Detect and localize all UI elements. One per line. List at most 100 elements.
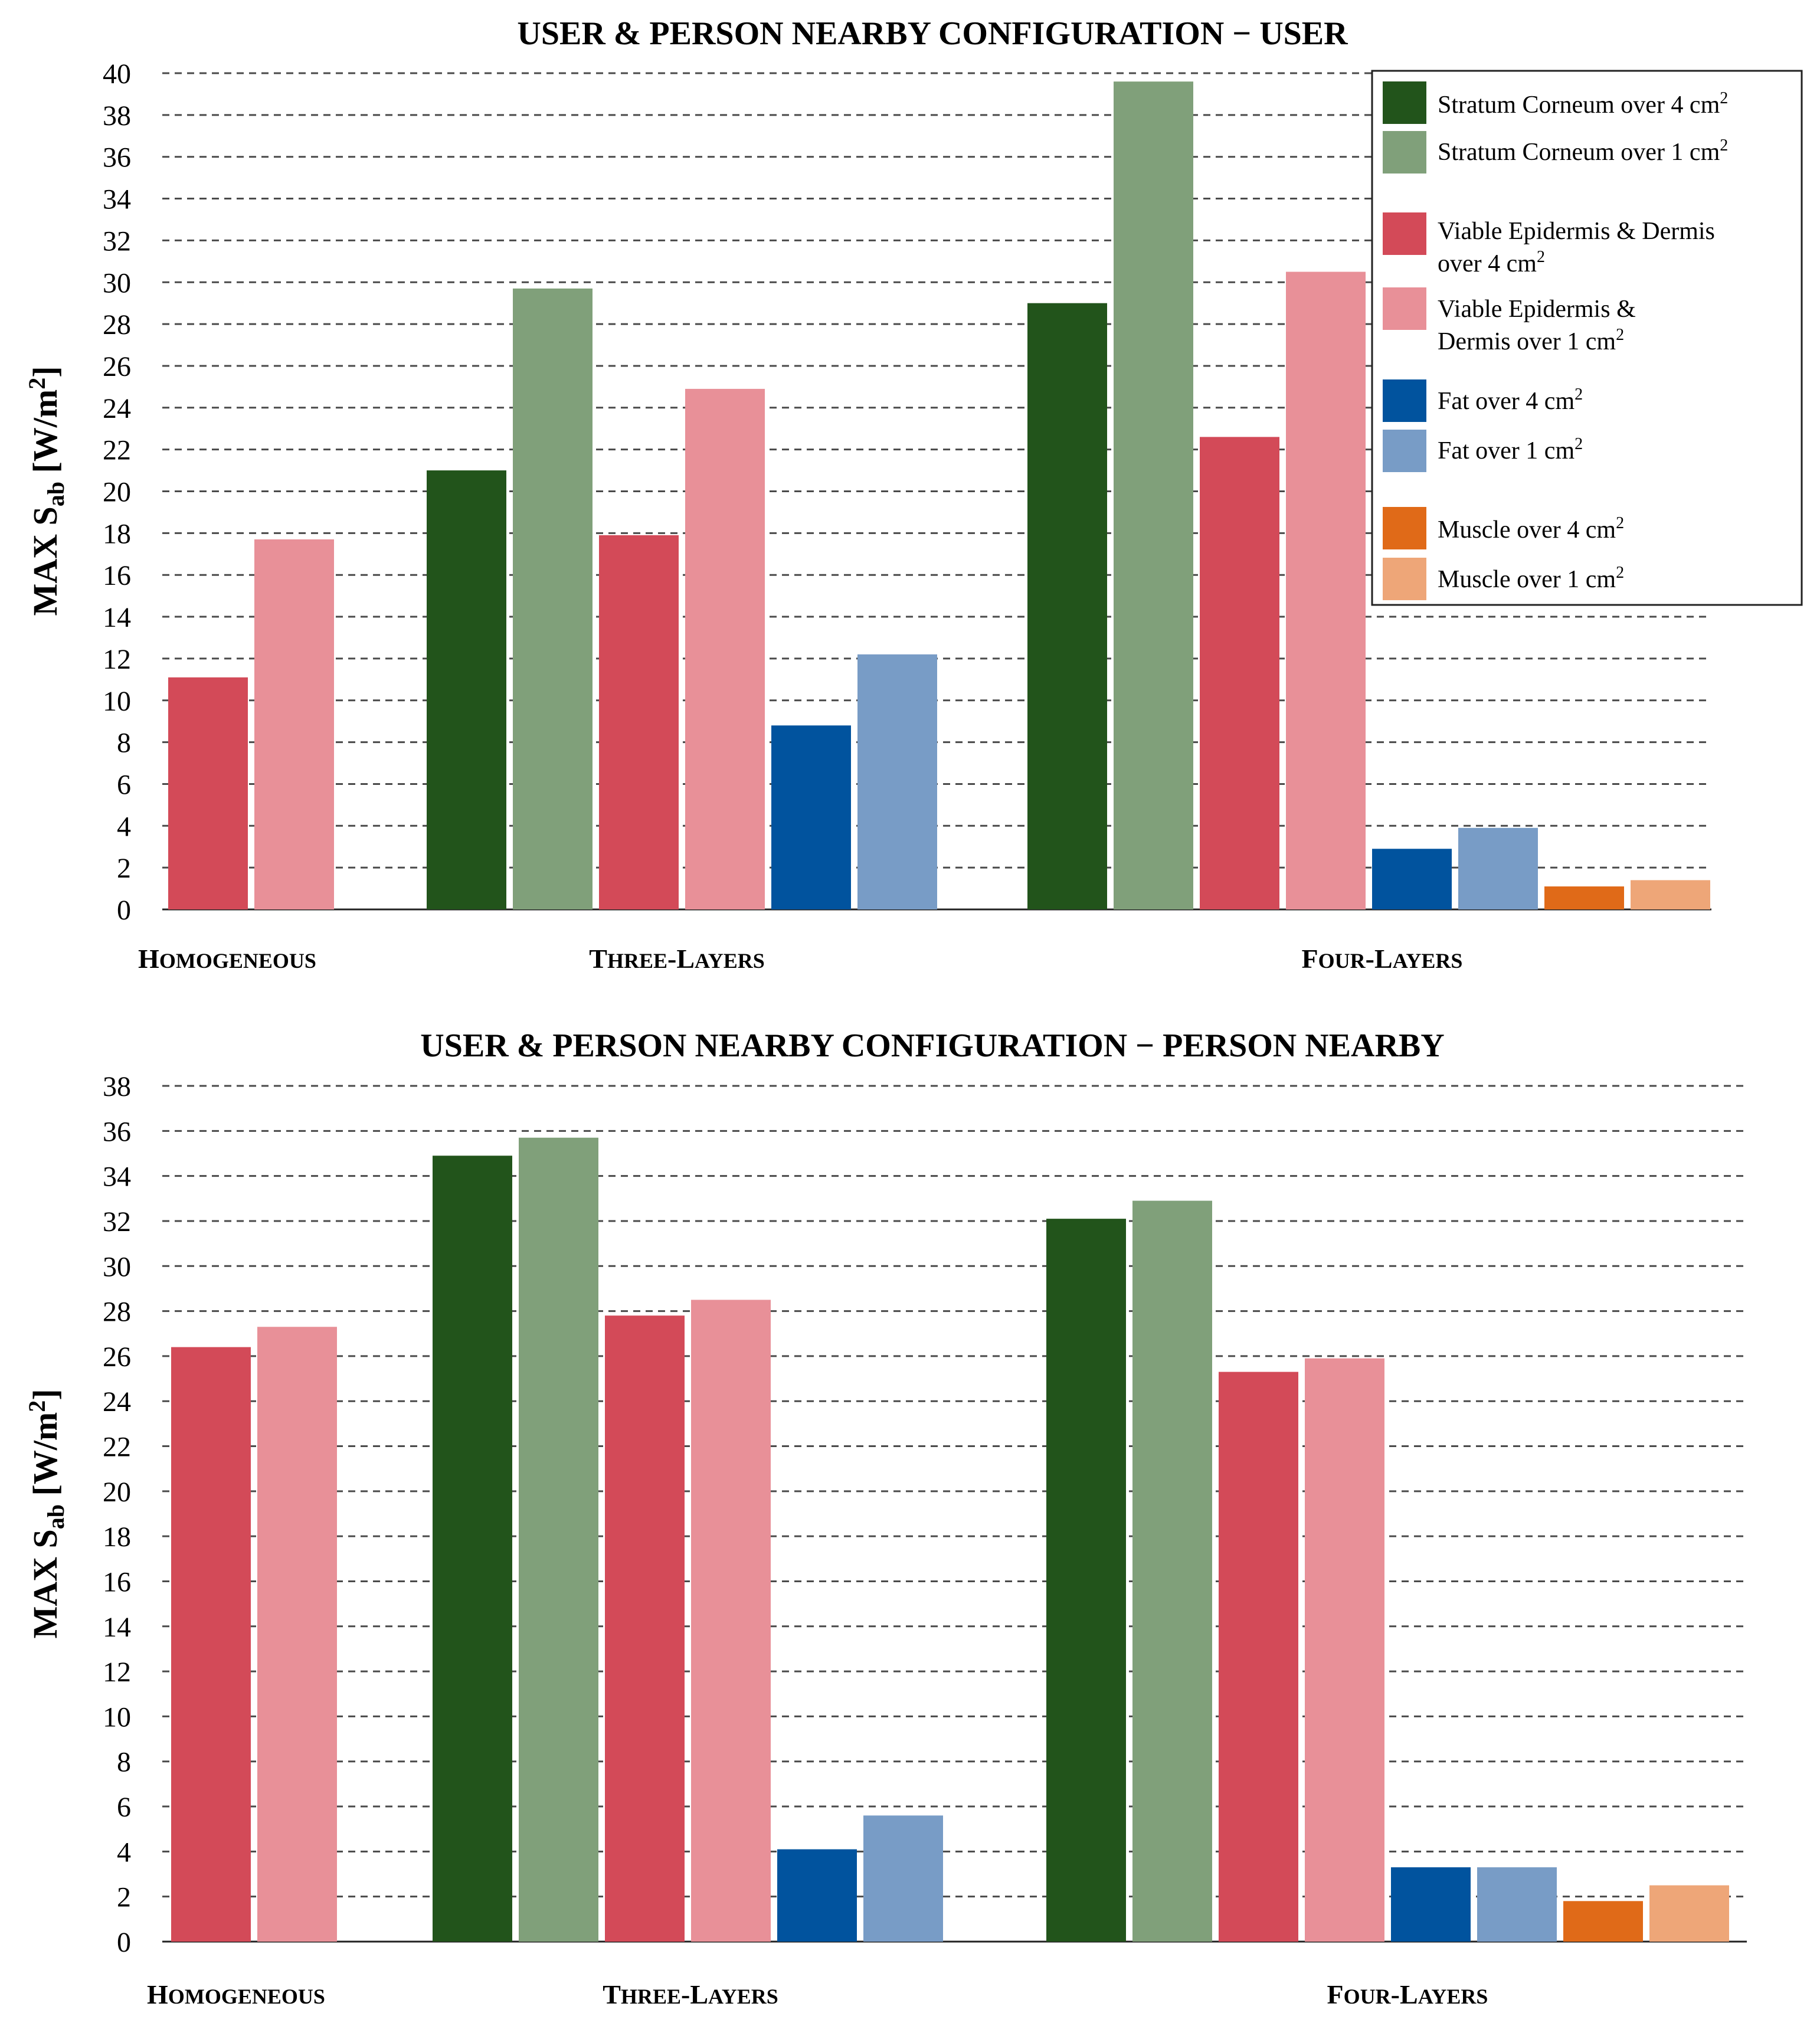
legend-label-viable_1: Dermis over 1 cm2 xyxy=(1438,326,1624,355)
legend-label-viable_4: over 4 cm2 xyxy=(1438,248,1545,277)
y-tick-label: 34 xyxy=(103,184,131,215)
y-tick-label: 18 xyxy=(103,1521,131,1553)
y-tick-label: 8 xyxy=(117,1747,131,1778)
y-tick-label: 24 xyxy=(103,1386,131,1418)
y-tick-label: 0 xyxy=(117,1927,131,1958)
bar-viable_1-homogeneous xyxy=(254,539,334,909)
y-tick-label: 32 xyxy=(103,225,131,257)
legend-swatch-fat_4 xyxy=(1383,379,1426,422)
y-axis-label: MAX Sab [W/m2] xyxy=(24,1389,69,1638)
bar-stratum_4-four-layers xyxy=(1027,303,1107,909)
y-tick-label: 6 xyxy=(117,769,131,800)
category-label: FOUR-LAYERS xyxy=(1327,1979,1488,2009)
y-tick-label: 32 xyxy=(103,1206,131,1238)
bar-muscle_4-four-layers xyxy=(1563,1901,1643,1942)
bar-viable_1-homogeneous xyxy=(257,1327,337,1942)
chart-2: USER & PERSON NEARBY CONFIGURATION − PER… xyxy=(24,1027,1747,2009)
y-tick-label: 2 xyxy=(117,1882,131,1913)
y-tick-label: 24 xyxy=(103,393,131,424)
y-tick-label: 10 xyxy=(103,686,131,717)
legend-label-muscle_1: Muscle over 1 cm2 xyxy=(1438,564,1624,593)
legend-label-muscle_4: Muscle over 4 cm2 xyxy=(1438,514,1624,544)
y-tick-label: 10 xyxy=(103,1701,131,1733)
category-label: HOMOGENEOUS xyxy=(138,944,316,974)
bar-fat_4-three-layers xyxy=(777,1849,857,1942)
bar-viable_1-four-layers xyxy=(1286,271,1366,910)
y-tick-label: 30 xyxy=(103,1251,131,1282)
bar-muscle_4-four-layers xyxy=(1544,886,1624,909)
legend-box xyxy=(1371,70,1803,606)
y-tick-label: 20 xyxy=(103,477,131,508)
bar-fat_1-three-layers xyxy=(857,654,937,909)
y-tick-label: 4 xyxy=(117,811,131,842)
y-tick-label: 0 xyxy=(117,895,131,926)
legend-label-stratum_1: Stratum Corneum over 1 cm2 xyxy=(1438,136,1728,166)
bar-muscle_1-four-layers xyxy=(1649,1885,1729,1942)
y-tick-label: 16 xyxy=(103,560,131,591)
y-tick-label: 26 xyxy=(103,351,131,382)
chart-title: USER & PERSON NEARBY CONFIGURATION − PER… xyxy=(420,1027,1444,1064)
y-tick-label: 4 xyxy=(117,1837,131,1868)
chart-title: USER & PERSON NEARBY CONFIGURATION − USE… xyxy=(517,15,1348,52)
legend-swatch-stratum_1 xyxy=(1383,131,1426,174)
y-tick-label: 38 xyxy=(103,100,131,132)
bar-stratum_4-four-layers xyxy=(1046,1219,1126,1942)
bar-viable_4-three-layers xyxy=(605,1315,685,1942)
bar-stratum_1-four-layers xyxy=(1132,1200,1212,1942)
category-label: HOMOGENEOUS xyxy=(147,1979,325,2009)
y-tick-label: 6 xyxy=(117,1792,131,1823)
legend-label-fat_4: Fat over 4 cm2 xyxy=(1438,385,1583,415)
bar-fat_4-four-layers xyxy=(1372,849,1452,909)
bar-muscle_1-four-layers xyxy=(1631,880,1710,909)
y-tick-label: 36 xyxy=(103,1116,131,1147)
bar-fat_1-four-layers xyxy=(1458,827,1538,909)
y-tick-label: 34 xyxy=(103,1161,131,1193)
bar-viable_4-four-layers xyxy=(1219,1372,1298,1942)
bar-viable_4-four-layers xyxy=(1200,437,1279,909)
y-tick-label: 28 xyxy=(103,309,131,341)
y-tick-label: 30 xyxy=(103,267,131,299)
bar-fat_1-three-layers xyxy=(863,1815,943,1942)
y-tick-label: 14 xyxy=(103,1612,131,1643)
legend-label-viable_1: Viable Epidermis & xyxy=(1438,296,1636,323)
category-label: THREE-LAYERS xyxy=(603,1979,778,2009)
category-label: FOUR-LAYERS xyxy=(1302,944,1463,974)
bar-viable_4-three-layers xyxy=(599,535,679,909)
y-tick-label: 14 xyxy=(103,602,131,633)
bar-stratum_1-four-layers xyxy=(1114,81,1193,909)
legend-swatch-fat_1 xyxy=(1383,430,1426,472)
bar-stratum_4-three-layers xyxy=(427,470,506,909)
bar-stratum_4-three-layers xyxy=(433,1156,512,1942)
y-tick-label: 12 xyxy=(103,644,131,675)
bar-stratum_1-three-layers xyxy=(519,1137,598,1942)
y-tick-label: 28 xyxy=(103,1297,131,1328)
legend-label-viable_4: Viable Epidermis & Dermis xyxy=(1438,218,1715,245)
bar-stratum_1-three-layers xyxy=(513,288,593,910)
legend-swatch-stratum_4 xyxy=(1383,81,1426,124)
bar-fat_4-three-layers xyxy=(771,725,851,909)
y-tick-label: 12 xyxy=(103,1657,131,1688)
y-tick-label: 20 xyxy=(103,1477,131,1508)
bar-viable_4-homogeneous xyxy=(168,677,248,909)
y-tick-label: 40 xyxy=(103,58,131,90)
bar-viable_1-four-layers xyxy=(1305,1358,1384,1942)
y-tick-label: 36 xyxy=(103,142,131,174)
bar-fat_4-four-layers xyxy=(1391,1867,1471,1942)
legend-label-fat_1: Fat over 1 cm2 xyxy=(1438,435,1583,464)
y-tick-label: 18 xyxy=(103,518,131,549)
legend-swatch-viable_4 xyxy=(1383,212,1426,255)
y-axis-label: MAX Sab [W/m2] xyxy=(24,366,69,616)
category-label: THREE-LAYERS xyxy=(589,944,765,974)
bar-fat_1-four-layers xyxy=(1477,1867,1557,1942)
y-tick-label: 16 xyxy=(103,1566,131,1598)
legend-label-stratum_4: Stratum Corneum over 4 cm2 xyxy=(1438,89,1728,119)
chart-1: USER & PERSON NEARBY CONFIGURATION − USE… xyxy=(24,15,1803,974)
y-tick-label: 8 xyxy=(117,728,131,759)
bar-viable_1-three-layers xyxy=(691,1300,771,1942)
y-tick-label: 38 xyxy=(103,1071,131,1102)
y-tick-label: 2 xyxy=(117,853,131,884)
bar-viable_1-three-layers xyxy=(685,388,765,909)
legend: Stratum Corneum over 4 cm2 Stratum Corneu… xyxy=(1371,70,1803,606)
legend-swatch-viable_1 xyxy=(1383,287,1426,330)
legend-swatch-muscle_4 xyxy=(1383,507,1426,549)
